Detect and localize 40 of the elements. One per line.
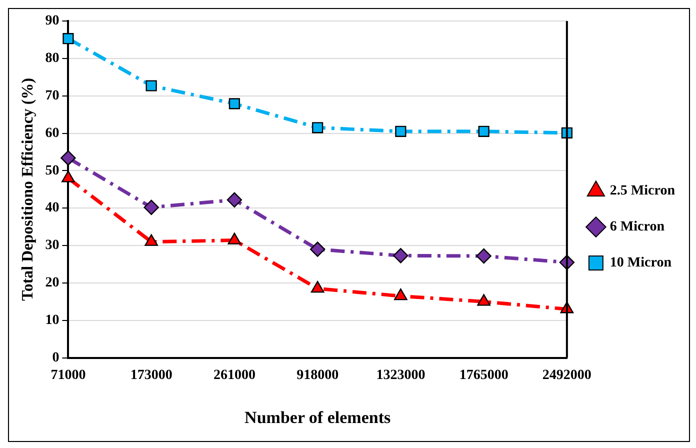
point <box>395 126 406 137</box>
point <box>226 192 242 208</box>
legend-label: 6 Micron <box>610 220 665 235</box>
point <box>393 248 408 264</box>
y-tick-label: 80 <box>45 51 60 66</box>
y-tick-label: 30 <box>45 238 60 254</box>
point <box>228 98 240 110</box>
y-tick-label: 10 <box>45 312 60 328</box>
y-tick-label: 50 <box>45 163 60 178</box>
x-tick-label: 918000 <box>296 368 339 383</box>
point <box>228 232 242 244</box>
point <box>312 122 324 134</box>
point <box>310 280 324 293</box>
point <box>62 170 75 182</box>
point <box>144 200 159 215</box>
x-tick-label: 2492000 <box>542 368 592 383</box>
point <box>60 150 76 166</box>
point <box>394 288 408 300</box>
point <box>476 248 492 264</box>
point <box>62 33 74 44</box>
x-tick-label: 173000 <box>130 368 172 383</box>
y-tick-label: 70 <box>45 88 60 104</box>
point <box>310 242 326 257</box>
legend-label: 2.5 Micron <box>610 184 676 199</box>
x-axis-title: Number of elements <box>244 408 391 428</box>
point <box>146 80 157 92</box>
point <box>477 294 490 306</box>
x-tick-label: 1323000 <box>376 368 426 383</box>
y-tick-label: 40 <box>45 200 60 216</box>
x-tick-label: 71000 <box>50 368 86 383</box>
y-tick-label: 60 <box>45 126 60 141</box>
x-tick-label: 1765000 <box>459 368 508 383</box>
point <box>478 126 490 137</box>
y-tick-label: 20 <box>45 276 60 291</box>
y-axis-title: Total Depositiono Efficiency (%) <box>20 78 37 301</box>
x-tick-label: 261000 <box>213 368 256 383</box>
point <box>144 234 158 246</box>
y-tick-label: 0 <box>52 350 60 366</box>
y-tick-label: 90 <box>45 14 60 29</box>
legend-label: 10 Micron <box>610 256 672 271</box>
